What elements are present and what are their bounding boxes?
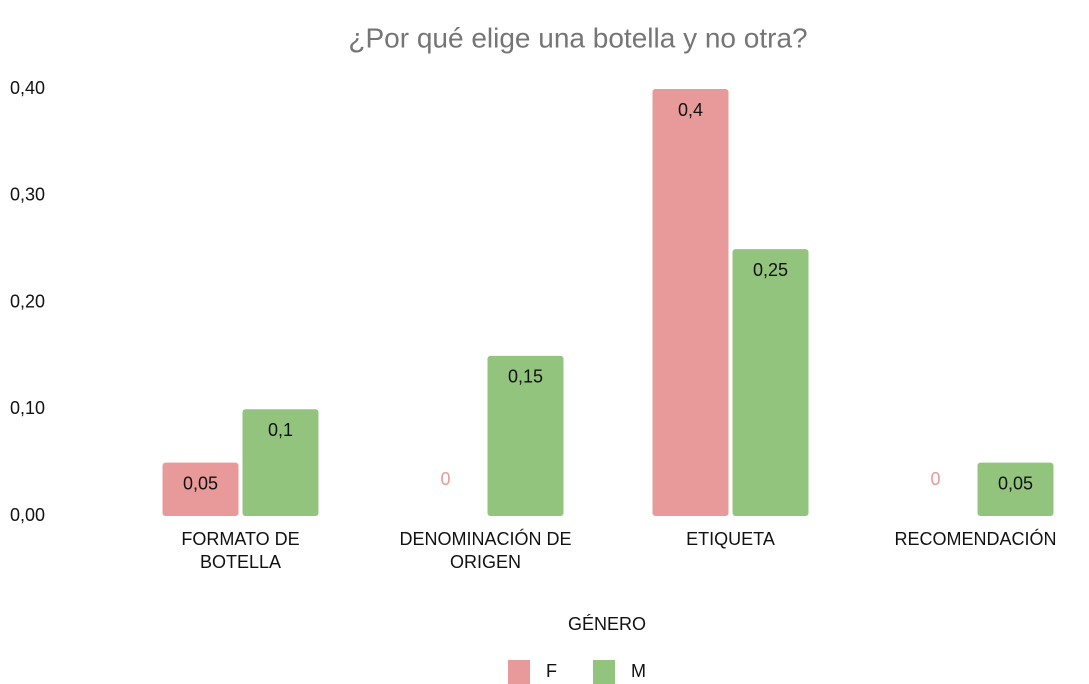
y-tick-label: 0,20 — [10, 291, 45, 311]
legend-swatch — [593, 660, 615, 684]
data-label: 0,25 — [753, 260, 788, 280]
chart-title: ¿Por qué elige una botella y no otra? — [348, 22, 807, 53]
y-tick-label: 0,00 — [10, 505, 45, 525]
y-tick-label: 0,40 — [10, 78, 45, 98]
data-label: 0,4 — [678, 100, 703, 120]
legend-label: F — [546, 661, 557, 681]
data-label: 0,15 — [508, 367, 543, 387]
legend-swatch — [508, 660, 530, 684]
data-label: 0,05 — [183, 473, 218, 493]
x-tick-label: ETIQUETA — [686, 529, 775, 549]
y-tick-label: 0,30 — [10, 185, 45, 205]
x-tick-label: RECOMENDACIÓN — [894, 529, 1057, 549]
bar — [487, 355, 564, 516]
bar — [242, 409, 319, 516]
bar — [162, 462, 239, 516]
legend-title: GÉNERO — [568, 614, 646, 634]
data-label: 0 — [440, 469, 450, 489]
legend-label: M — [631, 661, 646, 681]
data-label: 0 — [930, 469, 940, 489]
data-label: 0,05 — [998, 473, 1033, 493]
y-tick-label: 0,10 — [10, 398, 45, 418]
x-tick-label: DENOMINACIÓN DE ORIGEN — [399, 529, 572, 572]
bar — [732, 249, 809, 516]
bar — [652, 89, 729, 516]
bar — [977, 462, 1054, 516]
data-label: 0,1 — [268, 420, 293, 440]
x-tick-label: FORMATO DE BOTELLA — [181, 529, 300, 572]
